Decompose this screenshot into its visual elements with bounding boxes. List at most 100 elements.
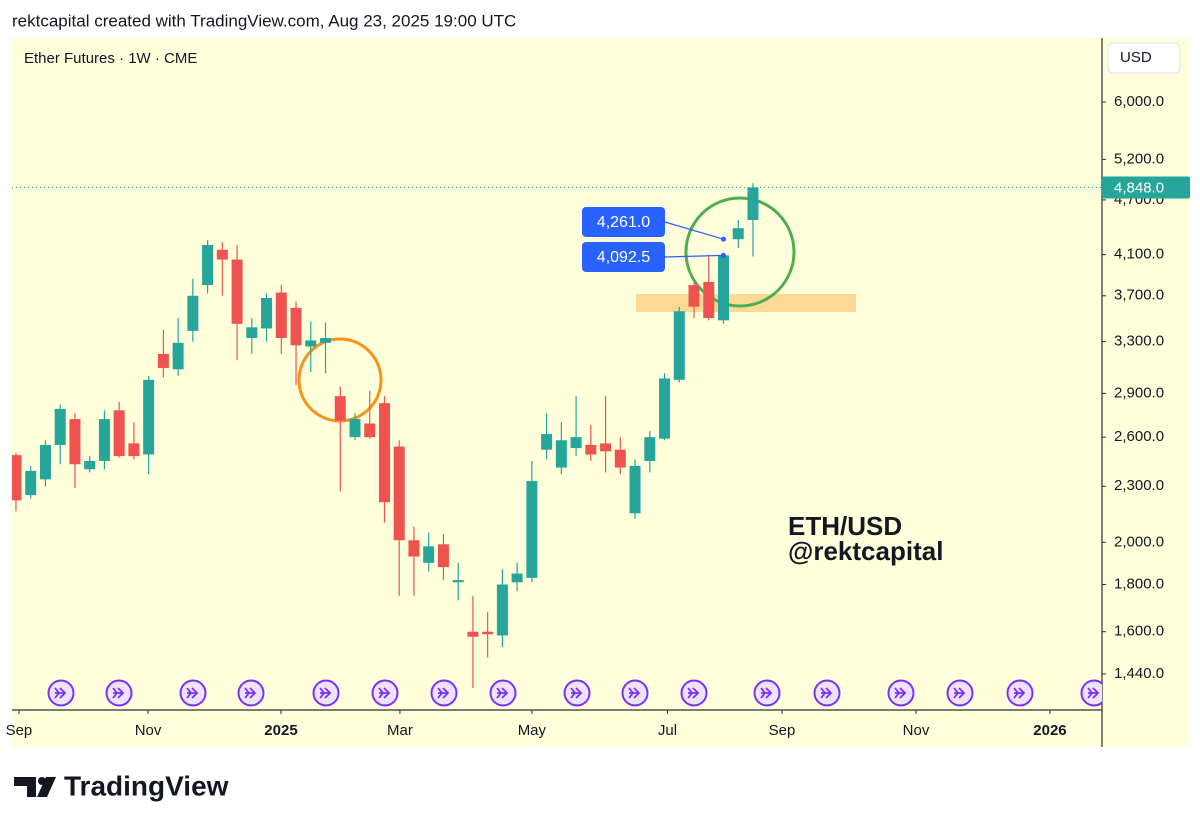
annotation-box xyxy=(582,207,665,237)
candle-body xyxy=(320,337,332,343)
event-icon-arrow xyxy=(687,687,700,699)
candle-body xyxy=(25,470,37,496)
event-icon-arrow xyxy=(186,687,199,699)
y-tick-label: 2,900.0 xyxy=(1114,384,1164,401)
event-icon-arrow xyxy=(760,687,773,699)
last-price-label: 4,848.0 xyxy=(1114,179,1164,196)
candle-body xyxy=(600,443,612,452)
candle-body xyxy=(747,187,759,221)
candle-body xyxy=(84,460,96,470)
candle-body xyxy=(246,327,258,338)
y-tick-label: 1,440.0 xyxy=(1114,665,1164,682)
candle-body xyxy=(408,540,420,557)
event-icons xyxy=(47,679,1102,707)
y-tick-label: 1,600.0 xyxy=(1114,623,1164,640)
candle-body xyxy=(614,449,626,468)
event-icon-arrow xyxy=(112,687,125,699)
event-icon-arrow xyxy=(953,687,966,699)
candle-body xyxy=(39,444,51,480)
candle-body xyxy=(98,419,110,461)
candle-body xyxy=(378,403,390,503)
candle-body xyxy=(703,281,715,319)
candle-body xyxy=(364,423,376,438)
x-tick-label: Sep xyxy=(6,722,33,739)
logo-mark xyxy=(14,777,36,797)
candle-body xyxy=(673,311,685,380)
plot-layer xyxy=(12,183,1102,707)
annotation-label: 4,092.5 xyxy=(597,249,650,266)
overlay: 4,848.0 4,261.0 4,092.5 xyxy=(12,176,1190,272)
candle-body xyxy=(732,228,744,240)
x-tick-label: Jul xyxy=(658,722,677,739)
candle-body xyxy=(334,396,346,421)
candle-body xyxy=(629,465,641,514)
candle-body xyxy=(585,444,597,455)
candle-body xyxy=(187,295,199,331)
candle-body xyxy=(717,255,729,321)
candle-body xyxy=(231,259,243,324)
candle-body xyxy=(128,443,140,457)
candle-body xyxy=(526,481,538,578)
candle-body xyxy=(570,437,582,449)
x-tick-label: Nov xyxy=(903,722,930,739)
x-tick-label: May xyxy=(518,722,547,739)
event-icon-arrow xyxy=(244,687,257,699)
candle-body xyxy=(275,292,287,338)
x-tick-label: Sep xyxy=(769,722,796,739)
event-icon-arrow xyxy=(319,687,332,699)
candles xyxy=(12,183,759,689)
candle-body xyxy=(290,307,302,346)
candle-body xyxy=(496,584,508,636)
candle-body xyxy=(644,437,656,461)
event-icon-arrow xyxy=(894,687,907,699)
annotation-box xyxy=(582,242,665,272)
x-tick-label: Mar xyxy=(387,722,413,739)
event-icon-arrow xyxy=(496,687,509,699)
candle-body xyxy=(261,297,273,329)
watermark-line: @rektcapital xyxy=(788,536,943,566)
candle-body xyxy=(12,455,22,501)
candle-body xyxy=(437,544,449,568)
currency-box[interactable] xyxy=(1107,42,1181,74)
footer-brand: TradingView xyxy=(64,770,229,801)
candle-body xyxy=(54,408,66,445)
y-tick-label: 3,700.0 xyxy=(1114,287,1164,304)
candle-body xyxy=(467,631,479,637)
support-zone xyxy=(636,294,856,312)
event-icon-arrow xyxy=(1013,687,1026,699)
time-axis: Sep Nov 2025 Mar May Jul Sep Nov 2026 xyxy=(6,710,1067,739)
annotation-leader xyxy=(664,254,724,258)
y-tick-label: 2,000.0 xyxy=(1114,533,1164,550)
candle-body xyxy=(541,434,553,450)
y-tick-label: 5,200.0 xyxy=(1114,150,1164,167)
chart-title: Ether Futures · 1W · CME xyxy=(24,50,197,67)
candle-body xyxy=(659,378,671,439)
event-icon-arrow xyxy=(820,687,833,699)
candle-body xyxy=(202,244,214,286)
event-icon-arrow xyxy=(1087,687,1100,699)
header-text: rektcapital created with TradingView.com… xyxy=(12,11,516,30)
y-tick-label: 1,800.0 xyxy=(1114,575,1164,592)
x-tick-label: 2025 xyxy=(264,722,297,739)
event-icon-arrow xyxy=(628,687,641,699)
candle-body xyxy=(305,340,317,347)
price-axis: 1,440.0 1,600.0 1,800.0 2,000.0 2,300.0 2,600… xyxy=(1102,93,1164,682)
event-icon-arrow xyxy=(54,687,67,699)
candle-body xyxy=(172,342,184,370)
watermark-line: ETH/USD xyxy=(788,511,902,541)
annotation-point xyxy=(720,236,726,242)
event-icon-arrow xyxy=(437,687,450,699)
candle-body xyxy=(216,249,228,260)
y-tick-label: 2,300.0 xyxy=(1114,477,1164,494)
annotation-label: 4,261.0 xyxy=(597,214,650,231)
currency-label: USD xyxy=(1120,49,1152,66)
y-tick-label: 3,300.0 xyxy=(1114,333,1164,350)
y-tick-label: 2,600.0 xyxy=(1114,428,1164,445)
footer-logo xyxy=(14,777,56,797)
y-tick-label: 4,100.0 xyxy=(1114,246,1164,263)
event-icon-arrow xyxy=(570,687,583,699)
logo-mark xyxy=(37,777,56,797)
chart-background xyxy=(12,38,1190,747)
